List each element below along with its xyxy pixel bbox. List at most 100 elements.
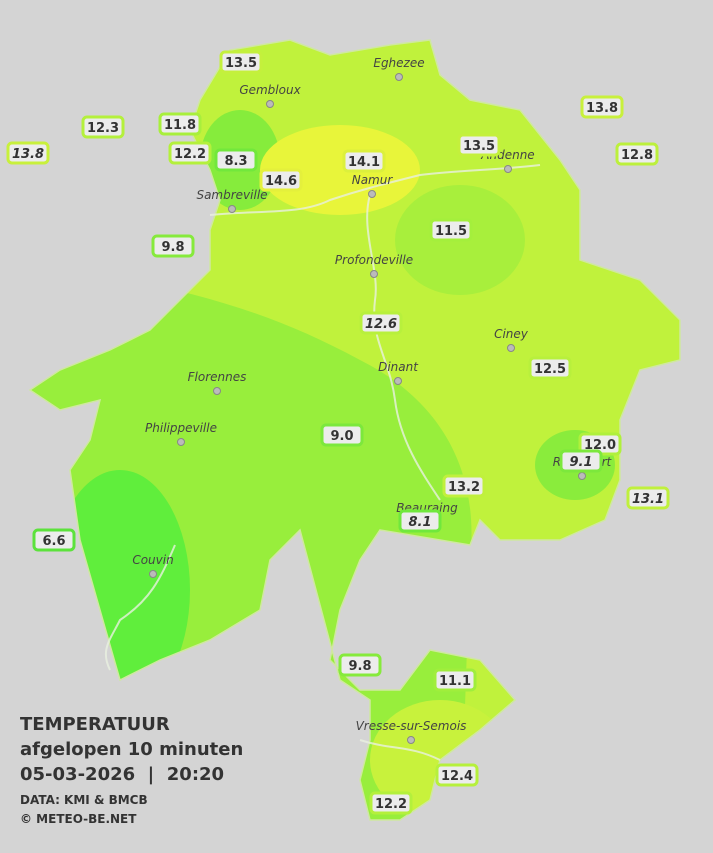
station-label: 13.5	[457, 133, 501, 157]
station-box	[626, 486, 670, 510]
station-value: 8.3	[224, 154, 247, 169]
station-box	[342, 149, 386, 173]
city-dot	[578, 472, 586, 480]
legend-subtitle: afgelopen 10 minuten	[20, 739, 243, 760]
station-value: 14.6	[265, 174, 297, 189]
station-label: 11.5	[429, 218, 473, 242]
city-label: Couvin	[132, 553, 173, 567]
station-box	[528, 356, 572, 380]
city-dot	[149, 570, 157, 578]
station-box	[6, 141, 50, 165]
station-box	[429, 218, 473, 242]
city-label: Philippeville	[145, 421, 217, 435]
city-dot	[228, 205, 236, 213]
station-label: 9.1	[559, 449, 603, 473]
station-value: 12.8	[621, 148, 653, 163]
city-label: Vresse-sur-Semois	[356, 719, 467, 733]
city-dot	[394, 377, 402, 385]
city-label: Dinant	[378, 360, 419, 374]
station-label: 13.8	[580, 95, 624, 119]
station-box	[168, 141, 212, 165]
station-value: 14.1	[348, 155, 380, 170]
station-value: 12.6	[365, 317, 397, 332]
station-box	[259, 168, 303, 192]
station-value: 12.2	[375, 797, 407, 812]
station-box	[219, 50, 263, 74]
station-label: 11.8	[158, 112, 202, 136]
city-dot	[368, 190, 376, 198]
station-value: 9.8	[348, 659, 371, 674]
city-label: Profondeville	[335, 253, 413, 267]
station-box	[559, 449, 603, 473]
station-label: 8.1	[398, 509, 442, 533]
station-value: 9.8	[161, 240, 184, 255]
rivers	[104, 164, 541, 761]
legend-credit: © METEO-BE.NET	[20, 812, 137, 826]
station-box	[338, 653, 382, 677]
station-box	[398, 509, 442, 533]
station-box	[433, 668, 477, 692]
station-value: 12.3	[87, 121, 119, 136]
legend-title: TEMPERATUUR	[20, 714, 170, 735]
station-box	[369, 791, 413, 815]
city-label: Eghezee	[373, 56, 424, 70]
station-box	[214, 148, 258, 172]
station-value: 13.5	[225, 56, 257, 71]
city-dot	[395, 73, 403, 81]
station-value: 12.5	[534, 362, 566, 377]
station-value: 9.1	[569, 455, 592, 470]
station-label: 8.3	[214, 148, 258, 172]
station-value: 13.8	[586, 101, 618, 116]
station-box	[435, 763, 479, 787]
station-label: 9.8	[151, 234, 195, 258]
city-dot	[370, 270, 378, 278]
station-box	[457, 133, 501, 157]
station-value: 8.1	[408, 515, 431, 530]
station-box	[442, 474, 486, 498]
station-label: 13.2	[442, 474, 486, 498]
station-label: 13.5	[219, 50, 263, 74]
station-box	[615, 142, 659, 166]
station-value: 9.0	[330, 429, 353, 444]
station-label: 12.8	[615, 142, 659, 166]
station-value: 12.4	[441, 769, 473, 784]
station-value: 13.1	[632, 492, 664, 507]
station-label: 12.4	[435, 763, 479, 787]
city-dot	[213, 387, 221, 395]
station-label: 12.2	[369, 791, 413, 815]
station-label: 12.6	[359, 311, 403, 335]
station-label: 14.6	[259, 168, 303, 192]
station-label: 9.0	[320, 423, 364, 447]
station-label: 9.8	[338, 653, 382, 677]
station-box	[158, 112, 202, 136]
station-box	[320, 423, 364, 447]
city-label: Gembloux	[239, 83, 301, 97]
station-label: 6.6	[32, 528, 76, 552]
city-label: Ciney	[494, 327, 529, 341]
city-dot	[407, 736, 415, 744]
city-dot	[507, 344, 515, 352]
city-dot	[504, 165, 512, 173]
station-label: 14.1	[342, 149, 386, 173]
station-box	[32, 528, 76, 552]
station-value: 13.8	[12, 147, 44, 162]
city-dot	[266, 100, 274, 108]
legend-datetime: 05-03-2026 | 20:20	[20, 764, 224, 785]
city-label: Florennes	[188, 370, 247, 384]
station-value: 12.0	[584, 438, 616, 453]
station-value: 12.2	[174, 147, 206, 162]
station-value: 11.8	[164, 118, 196, 133]
station-value: 11.1	[439, 674, 471, 689]
station-value: 6.6	[42, 534, 65, 549]
city-dot	[177, 438, 185, 446]
station-label: 13.1	[626, 486, 670, 510]
legend-source: DATA: KMI & BMCB	[20, 793, 148, 807]
station-label: 13.8	[6, 141, 50, 165]
city-label: Namur	[352, 173, 394, 187]
station-label: 11.1	[433, 668, 477, 692]
station-value: 11.5	[435, 224, 467, 239]
station-box	[81, 115, 125, 139]
station-value: 13.5	[463, 139, 495, 154]
station-box	[151, 234, 195, 258]
